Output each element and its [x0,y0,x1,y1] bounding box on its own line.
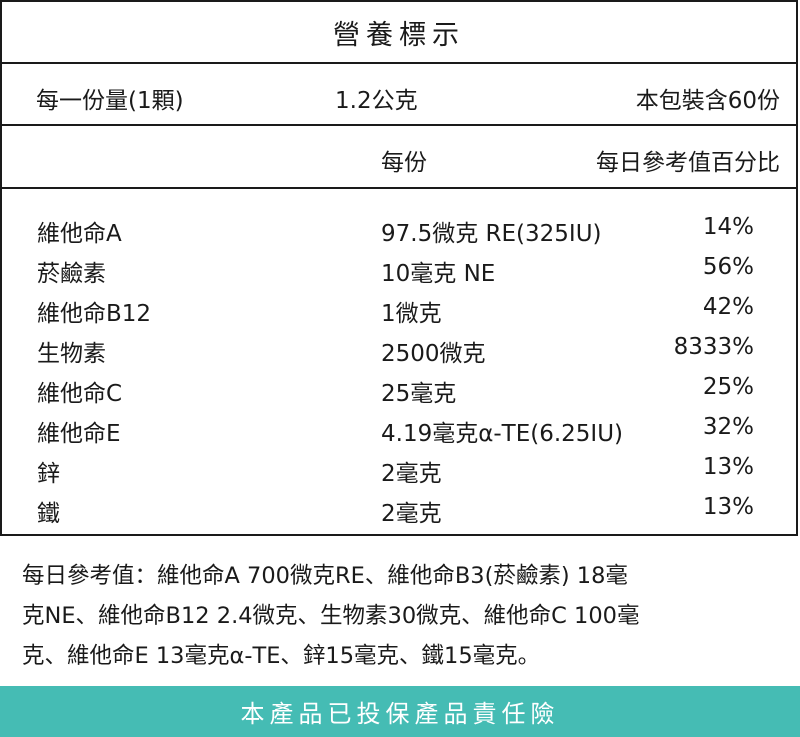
serving-size-value: 1.2公克 [335,88,418,114]
nutrient-daily-pct: 56% [702,254,754,280]
servings-per-package: 本包裝含60份 [635,88,780,114]
nutrition-label: 營養標示 每一份量(1顆) 1.2公克 本包裝含60份 每份 每日參考值百分比 … [0,0,798,536]
nutrient-name: 維他命A [37,221,122,247]
nutrient-name: 維他命B12 [37,301,152,327]
nutrient-amount: 2毫克 [381,501,442,527]
nutrient-daily-pct: 25% [702,374,754,400]
note-line: 每日參考值：維他命A 700微克RE、維他命B3(菸鹼素) 18毫 [22,563,628,589]
nutrient-name: 菸鹼素 [37,261,106,287]
table-row: 鐵 2毫克 13% [2,490,796,530]
nutrient-amount: 97.5微克 RE(325IU) [381,221,602,247]
nutrient-daily-pct: 32% [702,414,754,440]
nutrient-table: 維他命A 97.5微克 RE(325IU) 14% 菸鹼素 10毫克 NE 56… [2,210,796,530]
nutrient-amount: 4.19毫克α-TE(6.25IU) [381,421,624,447]
table-row: 維他命C 25毫克 25% [2,370,796,410]
note-line: 克NE、維他命B12 2.4微克、生物素30微克、維他命C 100毫 [22,603,640,629]
note-line: 克、維他命E 13毫克α-TE、鋅15毫克、鐵15毫克。 [22,643,541,669]
nutrient-name: 鐵 [37,501,60,527]
serving-info-row: 每一份量(1顆) 1.2公克 本包裝含60份 [2,64,796,126]
insurance-banner: 本產品已投保產品責任險 [0,686,800,737]
nutrient-amount: 25毫克 [381,381,457,407]
nutrient-name: 維他命C [37,381,123,407]
nutrient-daily-pct: 42% [702,294,754,320]
nutrient-name: 生物素 [37,341,106,367]
serving-size-label: 每一份量(1顆) [36,88,184,114]
table-row: 菸鹼素 10毫克 NE 56% [2,250,796,290]
table-row: 維他命B12 1微克 42% [2,290,796,330]
nutrient-name: 鋅 [37,461,60,487]
table-row: 生物素 2500微克 8333% [2,330,796,370]
nutrient-name: 維他命E [37,421,121,447]
table-row: 維他命E 4.19毫克α-TE(6.25IU) 32% [2,410,796,450]
nutrient-amount: 2毫克 [381,461,442,487]
column-header-row: 每份 每日參考值百分比 [2,126,796,189]
nutrient-daily-pct: 13% [702,494,754,520]
nutrient-amount: 10毫克 NE [381,261,496,287]
nutrient-daily-pct: 8333% [673,334,754,360]
column-daily-value: 每日參考值百分比 [596,150,780,176]
daily-value-note: 每日參考值：維他命A 700微克RE、維他命B3(菸鹼素) 18毫 克NE、維他… [22,556,782,676]
nutrient-amount: 1微克 [381,301,442,327]
table-row: 維他命A 97.5微克 RE(325IU) 14% [2,210,796,250]
nutrient-amount: 2500微克 [381,341,486,367]
column-per-serving: 每份 [381,150,427,176]
nutrient-daily-pct: 14% [702,214,754,240]
table-row: 鋅 2毫克 13% [2,450,796,490]
nutrient-daily-pct: 13% [702,454,754,480]
label-title: 營養標示 [2,2,796,64]
